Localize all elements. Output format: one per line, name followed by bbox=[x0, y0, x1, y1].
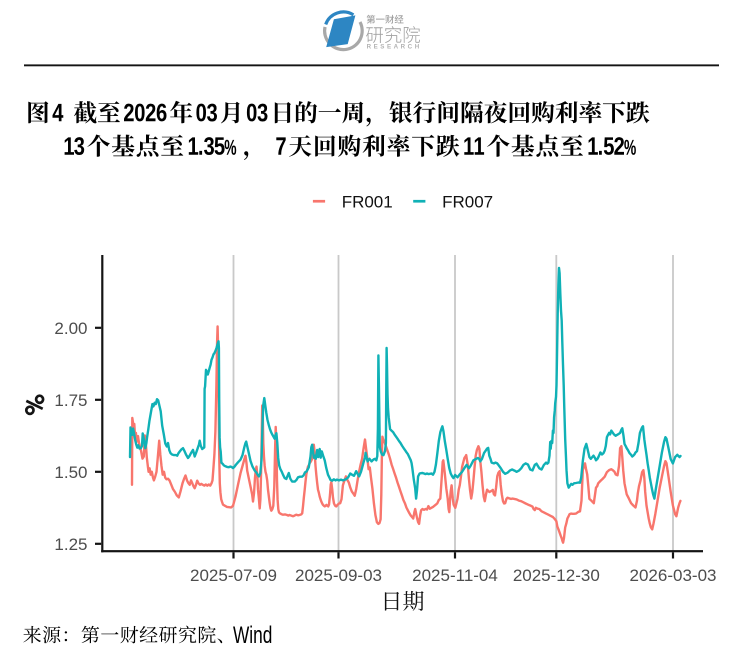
svg-text:RESEARCH: RESEARCH bbox=[367, 44, 422, 51]
svg-text:2025-12-30: 2025-12-30 bbox=[513, 566, 600, 585]
svg-text:2.00: 2.00 bbox=[54, 319, 87, 338]
svg-text:1.25: 1.25 bbox=[54, 535, 87, 554]
svg-text:2026-03-03: 2026-03-03 bbox=[630, 566, 717, 585]
svg-text:1.50: 1.50 bbox=[54, 463, 87, 482]
svg-text:2025-11-04: 2025-11-04 bbox=[412, 566, 498, 585]
svg-text:FR001: FR001 bbox=[342, 193, 393, 212]
svg-text:2025-07-09: 2025-07-09 bbox=[190, 566, 277, 585]
svg-text:Wind: Wind bbox=[233, 622, 272, 648]
svg-text:2025-09-03: 2025-09-03 bbox=[295, 566, 382, 585]
svg-text:1.75: 1.75 bbox=[54, 391, 87, 410]
svg-text:FR007: FR007 bbox=[442, 193, 493, 212]
